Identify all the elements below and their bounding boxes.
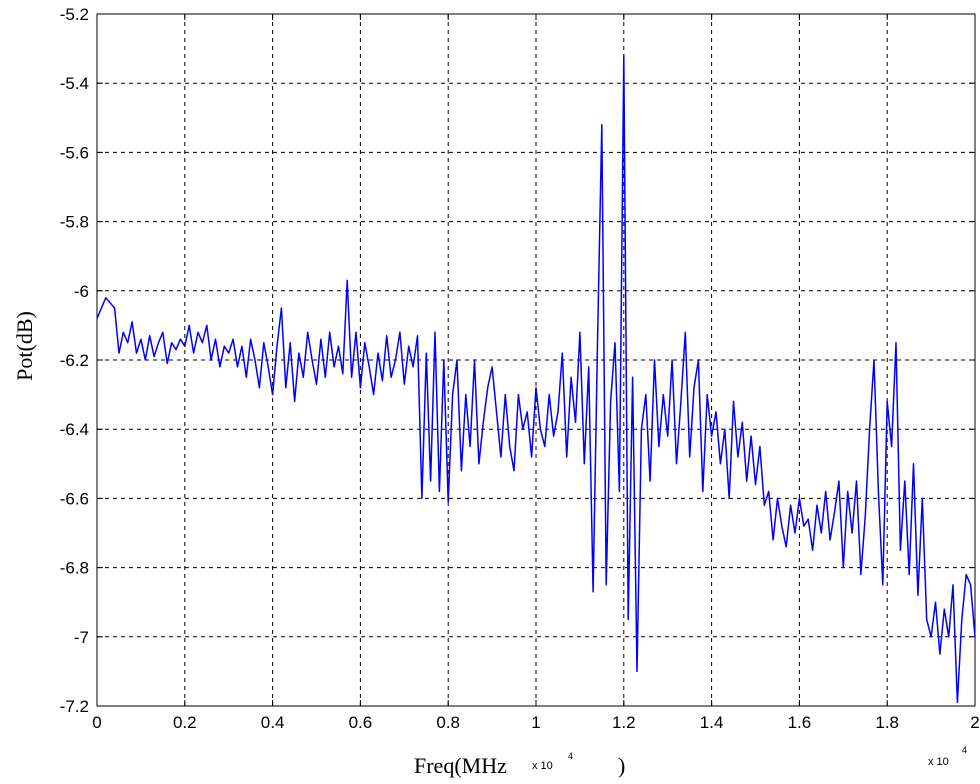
y-tick-label: -5.6: [60, 143, 89, 162]
y-tick-label: -6.6: [60, 489, 89, 508]
plot-area-frame: [96, 13, 976, 707]
y-tick-label: -6.2: [60, 351, 89, 370]
x-axis-label-exp-power: 4: [568, 751, 573, 761]
y-tick-label: -5.4: [60, 74, 89, 93]
x-tick-label: 1.8: [875, 713, 899, 732]
x-tick-label: 2: [970, 713, 979, 732]
x-tick-label: 0: [92, 713, 101, 732]
y-tick-marks: -5.2 -5.4 -5.6 -5.8 -6 -6.2 -6.4 -6.6 -6.8 -7 -7.2: [60, 5, 975, 716]
x-multiplier-label: x 10: [928, 756, 949, 768]
y-tick-label: -7.2: [60, 697, 89, 716]
x-tick-label: 0.2: [173, 713, 197, 732]
y-tick-label: -5.8: [60, 213, 89, 232]
x-tick-label: 1: [531, 713, 540, 732]
x-tick-label: 1.6: [788, 713, 812, 732]
y-tick-label: -5.2: [60, 5, 89, 24]
series-line-0: [96, 54, 976, 704]
x-multiplier-power: 4: [962, 745, 967, 755]
y-tick-label: -6.8: [60, 559, 89, 578]
x-tick-label: 1.4: [700, 713, 724, 732]
x-tick-label: 0.4: [261, 713, 285, 732]
x-axis-label-exp: x 10: [532, 760, 553, 772]
data-line-group: [96, 54, 976, 704]
x-tick-label: 0.8: [436, 713, 460, 732]
x-tick-marks: 0 0.2 0.4 0.6 0.8 1 1.2 1.4 1.6 1.8 2: [92, 14, 980, 732]
y-tick-label: -6: [74, 282, 89, 301]
y-tick-label: -7: [74, 628, 89, 647]
x-axis-label: Freq(MHz: [414, 753, 507, 778]
x-tick-label: 1.2: [612, 713, 636, 732]
grid-lines: [97, 14, 975, 706]
y-axis-label: Pot(dB): [12, 311, 37, 381]
y-tick-label: -6.4: [60, 420, 89, 439]
x-axis-label-close: ): [618, 753, 625, 778]
x-tick-label: 0.6: [349, 713, 373, 732]
